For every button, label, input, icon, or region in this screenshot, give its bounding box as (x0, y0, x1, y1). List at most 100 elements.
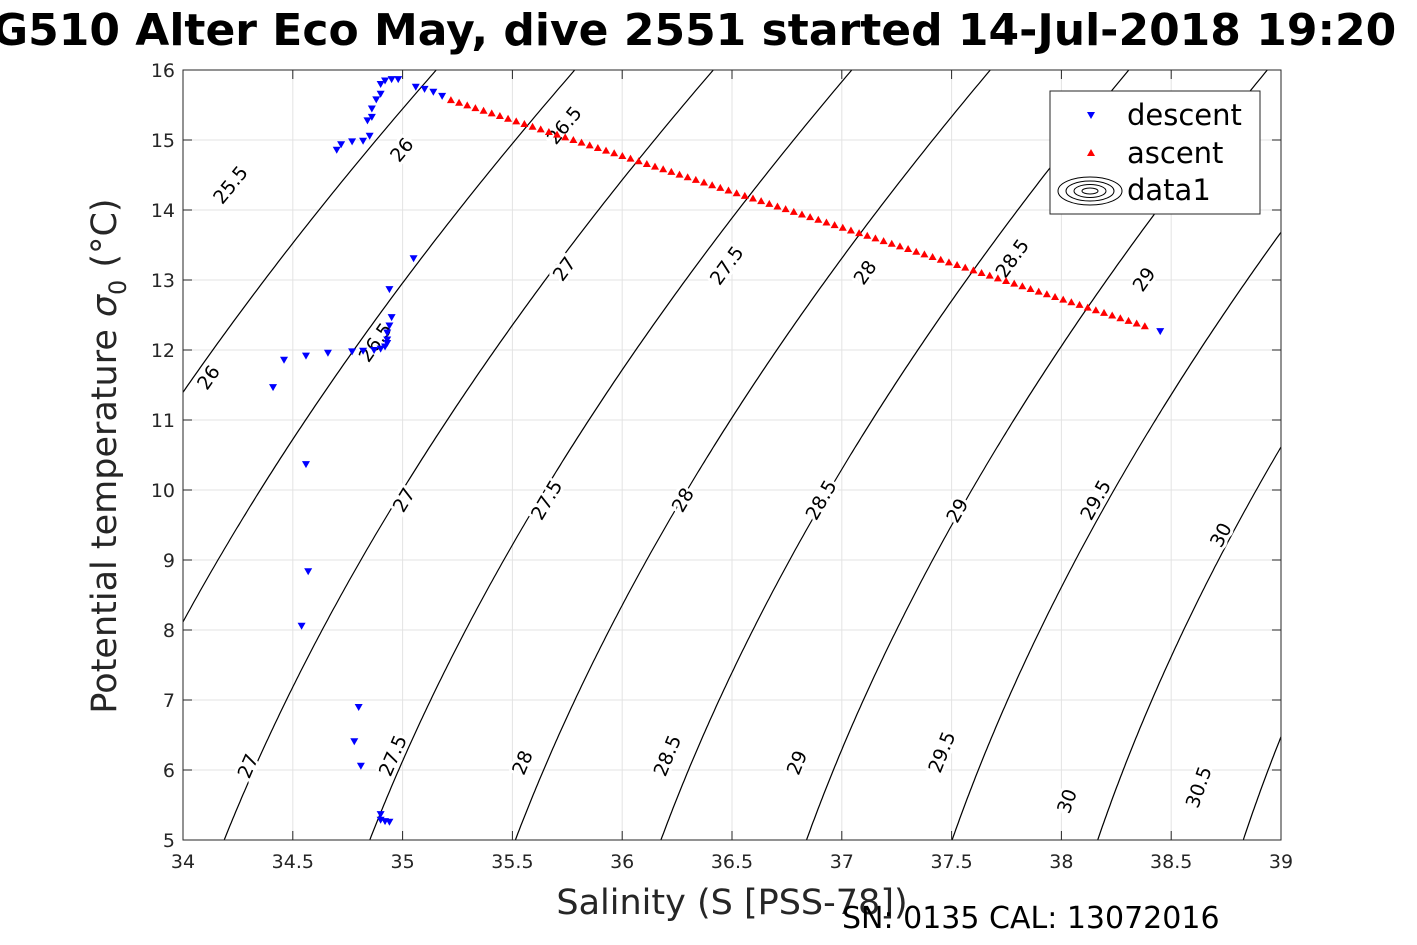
ascent-point (463, 101, 472, 109)
isopycnal-27-5 (514, 70, 992, 840)
descent-point (356, 762, 365, 770)
isopycnal-26 (183, 70, 576, 624)
isopycnal-29-5 (1097, 445, 1281, 840)
ascent-point (969, 266, 978, 274)
legend-ascent-label: ascent (1127, 136, 1223, 170)
descent-point (383, 336, 392, 344)
descent-point (323, 349, 332, 357)
ascent-point (887, 239, 896, 247)
descent-point (363, 117, 372, 125)
descent-point (301, 461, 310, 469)
x-tick-label: 35 (391, 851, 415, 873)
ascent-point (724, 186, 733, 194)
ascent-point (993, 274, 1002, 282)
ascent-point (699, 178, 708, 186)
isopycnal-29 (951, 231, 1281, 840)
ascent-point (618, 151, 627, 159)
ascent-point (455, 98, 464, 106)
descent-point (387, 314, 396, 322)
ascent-point (912, 247, 921, 255)
ascent-point (789, 207, 798, 215)
ascent-point (838, 223, 847, 231)
ascent-point (936, 255, 945, 263)
descent-point (411, 83, 420, 91)
ascent-point (479, 106, 488, 114)
x-axis-label: Salinity (S [PSS-78]) (556, 883, 907, 923)
x-tick-label: 37 (830, 851, 854, 873)
ascent-point (895, 242, 904, 250)
y-tick-label: 16 (151, 60, 175, 82)
x-tick-label: 34.5 (272, 851, 314, 873)
chart-title: G510 Alter Eco May, dive 2551 started 14… (0, 5, 1396, 56)
descent-point (297, 622, 306, 630)
ascent-point (830, 221, 839, 229)
legend-ascent-marker (1087, 149, 1095, 156)
y-axis-label-main: Potential temperature (85, 329, 125, 713)
descent-point (370, 347, 379, 354)
ascent-point (1140, 322, 1149, 330)
ascent-point (732, 189, 741, 197)
isopycnal-26-5 (223, 70, 715, 840)
isopycnal-contours (183, 70, 1281, 840)
descent-point (376, 81, 385, 88)
y-tick-label: 8 (163, 620, 175, 642)
ascent-point (569, 136, 578, 143)
ascent-point (471, 104, 480, 112)
ascent-point (740, 191, 749, 199)
descent-point (381, 77, 390, 85)
descent-point (376, 811, 385, 819)
isopycnal-28 (660, 70, 1130, 840)
x-tick-label: 35.5 (491, 851, 533, 873)
ascent-point (928, 253, 937, 261)
footer-text: SN: 0135 CAL: 13072016 (842, 901, 1220, 936)
ascent-point (757, 197, 766, 205)
ascent-point (691, 175, 700, 183)
ascent-point (528, 122, 537, 130)
x-tick-label: 37.5 (930, 851, 972, 873)
ascent-point (561, 133, 570, 141)
ascent-point (806, 213, 815, 221)
descent-point (359, 347, 368, 355)
descent-point (365, 132, 374, 140)
descent-point (376, 90, 385, 98)
ascent-point (626, 154, 635, 162)
ascent-point (797, 210, 806, 218)
ascent-point (748, 194, 757, 202)
ascent-point (667, 167, 676, 175)
legend-data1-label: data1 (1127, 173, 1211, 207)
isopycnal-27 (369, 70, 853, 840)
ascent-point (1059, 295, 1068, 303)
ascent-point (961, 263, 970, 271)
ascent-point (544, 128, 553, 136)
y-tick-label: 13 (151, 270, 175, 292)
ascent-point (1034, 287, 1043, 295)
ascent-point (1075, 300, 1084, 308)
ascent-point (642, 159, 651, 167)
ascent-point (1116, 314, 1125, 322)
legend: descent ascent data1 (1049, 90, 1261, 215)
y-axis-label: Potential temperature σ0 (°C) (85, 198, 132, 713)
descent-point (304, 568, 313, 576)
descent-point (409, 255, 418, 263)
ascent-point (977, 269, 986, 276)
descent-point (376, 345, 385, 353)
ascent-point (659, 165, 668, 173)
ascent-point (1108, 311, 1117, 319)
ascent-point (871, 234, 880, 242)
descent-point (420, 85, 429, 93)
y-tick-label: 10 (151, 480, 175, 502)
ascent-point (1083, 303, 1092, 311)
ascent-point (904, 245, 913, 253)
ascent-point (1018, 282, 1027, 290)
descent-point (348, 348, 357, 356)
ascent-point (781, 205, 790, 213)
ascent-point (536, 125, 545, 133)
descent-point (337, 141, 346, 149)
ascent-point (716, 183, 725, 191)
ascent-point (863, 231, 872, 239)
descent-point (350, 738, 359, 746)
y-tick-label: 11 (151, 410, 175, 432)
ascent-point (1010, 279, 1019, 287)
descent-point (301, 352, 310, 360)
isopycnal-25-5 (183, 70, 438, 394)
